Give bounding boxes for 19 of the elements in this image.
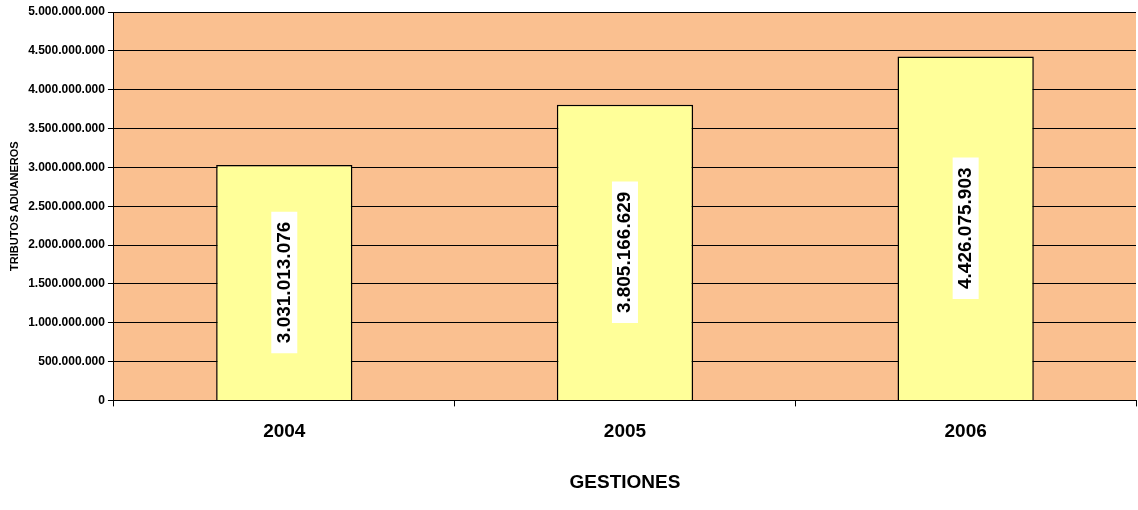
y-tick-label: 0 — [98, 392, 106, 407]
y-axis-title: TRIBUTOS ADUANEROS — [7, 141, 20, 271]
y-tick-label: 5.000.000.000 — [28, 4, 106, 19]
y-tick-label: 2.000.000.000 — [28, 237, 106, 252]
y-tick-label: 3.500.000.000 — [28, 120, 106, 135]
y-tick-label: 3.000.000.000 — [28, 159, 106, 174]
data-label: 3.031.013.076 — [272, 221, 294, 344]
x-tick-label: 2005 — [603, 420, 647, 442]
y-tick-label: 1.500.000.000 — [28, 276, 106, 291]
x-tick-label: 2004 — [263, 420, 306, 442]
y-tick-label: 1.000.000.000 — [28, 315, 106, 330]
data-label: 3.805.166.629 — [613, 191, 635, 314]
x-tick-label: 2006 — [944, 420, 987, 442]
data-label: 4.426.075.903 — [953, 167, 975, 289]
x-axis-title: GESTIONES — [569, 470, 681, 492]
y-tick-label: 4.000.000.000 — [28, 81, 106, 96]
y-tick-label: 2.500.000.000 — [28, 198, 106, 213]
y-tick-label: 4.500.000.000 — [28, 43, 106, 58]
y-tick-label: 500.000.000 — [38, 353, 106, 368]
